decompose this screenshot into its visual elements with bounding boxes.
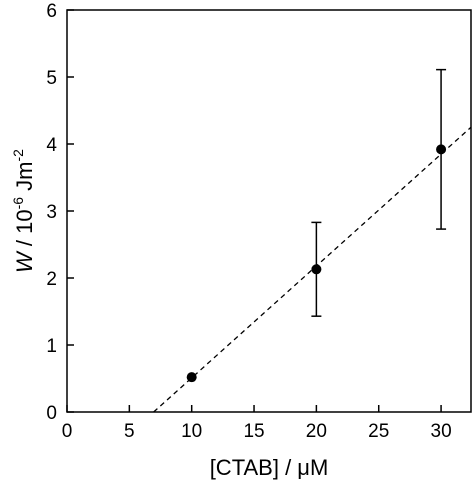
y-tick-label: 1 [46, 336, 57, 357]
y-label-text: Jm [12, 161, 37, 196]
data-point [186, 372, 197, 383]
x-tick-label: 10 [181, 421, 202, 442]
y-tick-label: 2 [46, 269, 57, 290]
x-tick-label: 0 [62, 421, 73, 442]
y-label-exponent: -2 [10, 149, 26, 162]
y-tick-label: 0 [46, 403, 57, 424]
x-tick-label: 5 [124, 421, 135, 442]
y-axis-label: W / 10-6 Jm-2 [10, 149, 37, 273]
x-tick-label: 25 [368, 421, 389, 442]
x-tick-label: 15 [243, 421, 264, 442]
data-point [311, 264, 322, 275]
y-tick-label: 5 [46, 68, 57, 89]
y-label-text: / 10 [12, 209, 37, 252]
y-tick-label: 6 [46, 1, 57, 22]
y-tick-label: 4 [46, 135, 57, 156]
data-point [436, 144, 447, 155]
x-tick-label: 30 [431, 421, 452, 442]
plot-frame [66, 9, 472, 413]
y-label-symbol: W [12, 250, 37, 273]
fit-line [153, 126, 472, 413]
y-label-exponent: -6 [10, 197, 26, 210]
y-tick-label: 3 [46, 202, 57, 223]
x-tick-label: 20 [306, 421, 327, 442]
x-axis-label: [CTAB] / μM [210, 455, 329, 480]
